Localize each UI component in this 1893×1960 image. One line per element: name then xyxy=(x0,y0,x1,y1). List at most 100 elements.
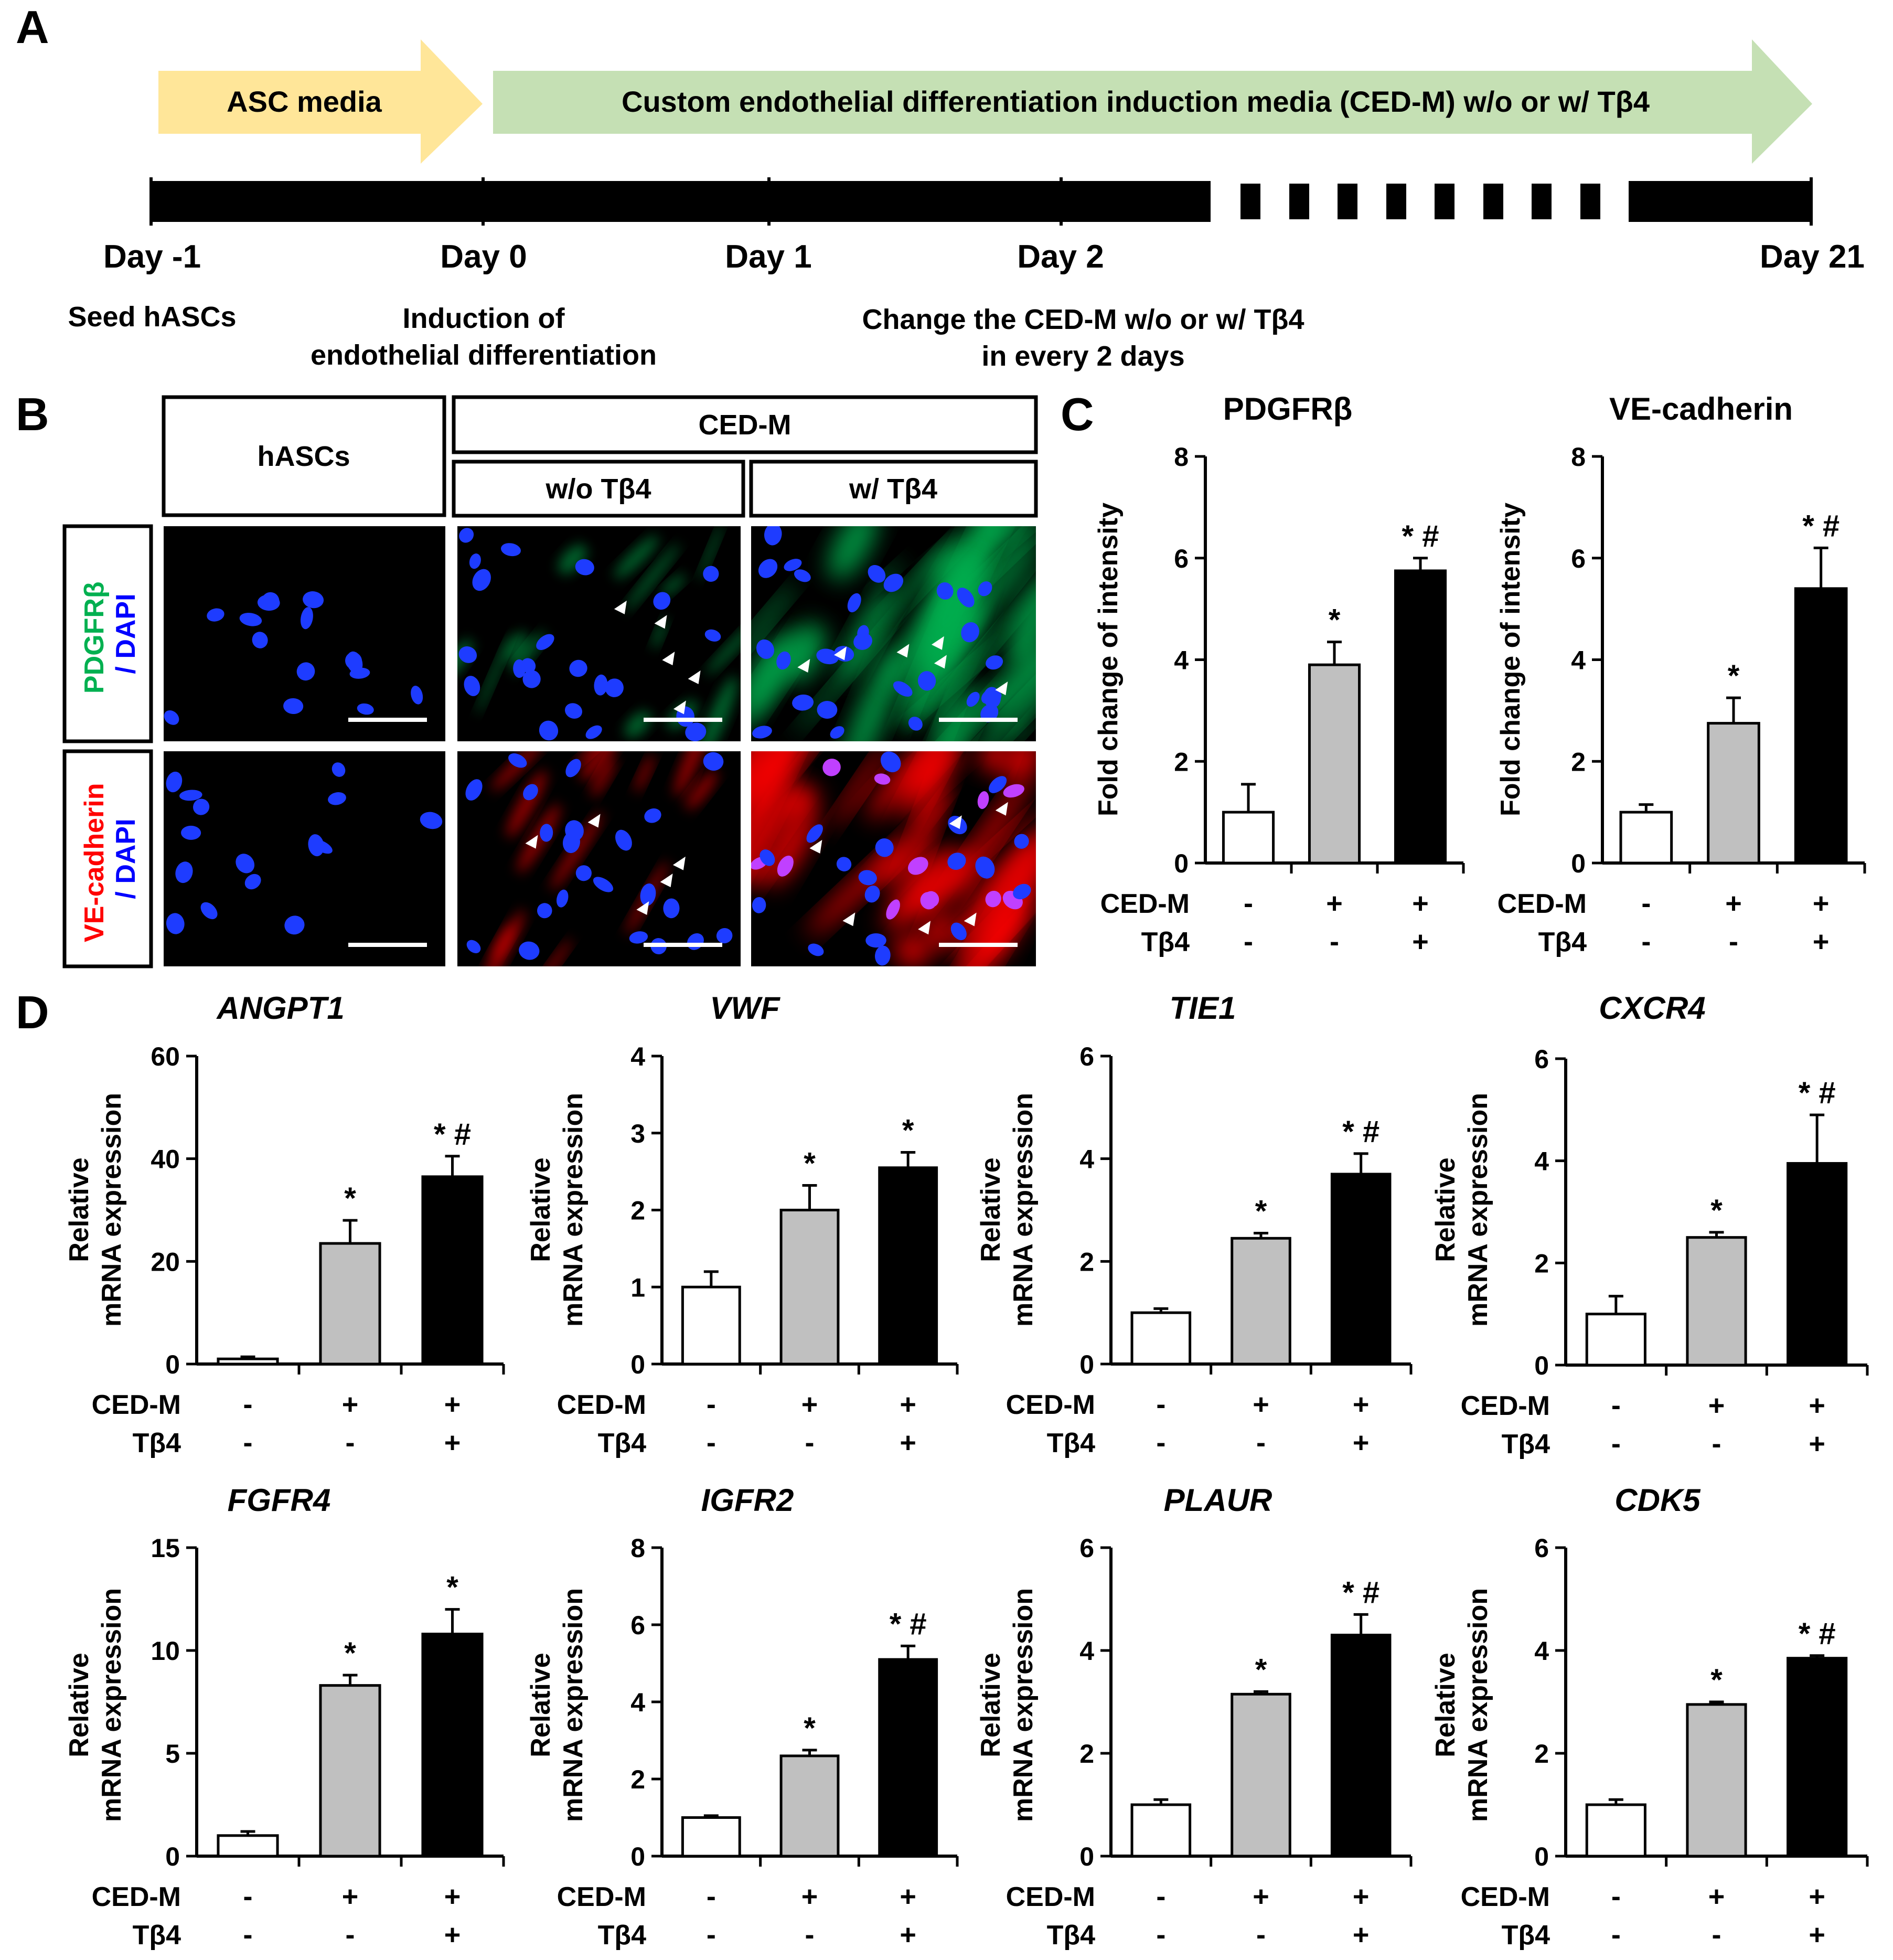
cedm-sign: + xyxy=(1809,1881,1825,1912)
induction-note-line1: Induction of xyxy=(403,303,565,334)
y-axis-label: RelativemRNA expression xyxy=(976,1093,1039,1327)
bar xyxy=(1130,1803,1192,1858)
micrograph xyxy=(751,751,1036,966)
y-tick-label: 0 xyxy=(165,1842,180,1871)
significance-marker: * xyxy=(1710,1194,1723,1228)
cedm-row-label: CED-M xyxy=(557,1390,646,1420)
y-tick-label: 5 xyxy=(165,1739,180,1769)
y-tick-label: 6 xyxy=(1571,544,1586,573)
tb4-sign: + xyxy=(444,1919,461,1951)
significance-marker: * # xyxy=(1342,1115,1379,1149)
bar xyxy=(681,1285,741,1366)
y-tick-label: 2 xyxy=(630,1196,645,1226)
tb4-row-label: Tβ4 xyxy=(1502,1920,1550,1951)
significance-marker: * xyxy=(446,1571,458,1605)
significance-marker: * xyxy=(344,1636,356,1670)
row1-marker: PDGFRβ xyxy=(79,581,110,694)
y-tick-label: 1 xyxy=(630,1273,645,1302)
cedm-sign: - xyxy=(1611,1390,1621,1421)
significance-marker: * xyxy=(1728,659,1740,693)
y-axis-label-line: Relative xyxy=(64,1653,94,1757)
significance-marker: * xyxy=(1255,1195,1267,1229)
cedm-row-label: CED-M xyxy=(557,1882,646,1912)
tb4-sign: - xyxy=(243,1919,253,1951)
y-tick-label: 0 xyxy=(1079,1842,1094,1871)
header-wo-tb4: w/o Tβ4 xyxy=(546,473,651,505)
bar xyxy=(1394,569,1447,865)
cedm-row-label: CED-M xyxy=(1006,1882,1095,1912)
tb4-sign: + xyxy=(1809,1919,1825,1951)
micrograph xyxy=(164,526,445,741)
y-axis-label: RelativemRNA expression xyxy=(976,1588,1039,1822)
y-tick-label: 0 xyxy=(1534,1842,1549,1871)
cedm-sign: + xyxy=(900,1389,916,1420)
row1-label: PDGFRβ / DAPI xyxy=(79,574,141,694)
y-tick-label: 8 xyxy=(630,1533,645,1563)
y-axis-label-line: Relative xyxy=(976,1653,1006,1757)
y-axis-label-line: mRNA expression xyxy=(558,1588,589,1822)
cedm-sign: - xyxy=(1156,1389,1165,1420)
bar xyxy=(1686,1236,1747,1367)
panel-a: A ASC media Custom endothelial different… xyxy=(16,1,1865,372)
panel-b-letter: B xyxy=(16,388,49,440)
tb4-sign: + xyxy=(1412,926,1429,957)
significance-marker: * # xyxy=(1802,509,1839,543)
tb4-sign: - xyxy=(707,1919,716,1951)
tb4-sign: - xyxy=(1712,1919,1721,1951)
day-label: Day 1 xyxy=(725,239,811,275)
chart-title: ANGPT1 xyxy=(216,990,344,1026)
chart-d-plaur: PLAUR RelativemRNA expression 0 2 4 6 - - * + - * #… xyxy=(976,1483,1413,1951)
chart-title: CXCR4 xyxy=(1599,990,1705,1026)
tb4-sign: + xyxy=(1809,1428,1825,1460)
row2-dapi: / DAPI xyxy=(111,818,141,899)
bar xyxy=(1585,1803,1646,1858)
tb4-sign: + xyxy=(444,1427,461,1458)
bar xyxy=(1585,1313,1646,1367)
y-tick-label: 6 xyxy=(1079,1042,1094,1071)
chart-title: PDGFRβ xyxy=(1223,391,1353,427)
y-tick-label: 6 xyxy=(1534,1045,1549,1074)
seed-note: Seed hASCs xyxy=(68,301,236,333)
y-axis-label-line: Relative xyxy=(1430,1157,1461,1262)
micrograph xyxy=(751,526,1036,741)
panel-c-letter: C xyxy=(1061,388,1094,440)
micrograph xyxy=(457,751,741,966)
cedm-sign: + xyxy=(1725,888,1742,919)
tb4-sign: - xyxy=(1611,1428,1621,1460)
cedm-sign: + xyxy=(444,1389,461,1420)
tb4-sign: + xyxy=(1353,1427,1370,1458)
header-hascs: hASCs xyxy=(257,441,350,472)
cedm-row-label: CED-M xyxy=(1461,1391,1550,1421)
y-axis-label: RelativemRNA expression xyxy=(526,1093,589,1327)
tb4-sign: - xyxy=(1256,1919,1266,1951)
y-tick-label: 8 xyxy=(1174,442,1189,472)
y-tick-label: 15 xyxy=(151,1533,180,1563)
chart-d-igfr2: IGFR2 RelativemRNA expression 0 2 4 6 8 - - * + - * … xyxy=(526,1483,959,1951)
tb4-row-label: Tβ4 xyxy=(598,1428,647,1458)
y-tick-label: 2 xyxy=(1174,747,1189,776)
y-tick-label: 4 xyxy=(1571,646,1586,675)
y-tick-label: 0 xyxy=(165,1350,180,1379)
row1-label-box xyxy=(62,524,153,743)
cedm-sign: - xyxy=(707,1389,716,1420)
y-axis-label-line: mRNA expression xyxy=(1463,1588,1493,1822)
y-tick-label: 4 xyxy=(1079,1145,1094,1174)
bar xyxy=(217,1834,279,1858)
tb4-row-label: Tβ4 xyxy=(133,1428,181,1458)
y-tick-label: 0 xyxy=(1174,849,1189,878)
row2-label-box xyxy=(62,749,153,968)
y-axis-label: Fold change of intensity xyxy=(1093,503,1124,816)
y-tick-label: 3 xyxy=(630,1119,645,1148)
micrograph xyxy=(164,751,445,966)
cedm-sign: - xyxy=(707,1881,716,1912)
panel-b: B hASCs CED-M w/o Tβ4 w/ Tβ4 PDGFRβ / DA… xyxy=(16,388,1038,968)
bar xyxy=(1231,1692,1291,1858)
cedm-row-label: CED-M xyxy=(1461,1882,1550,1912)
bar xyxy=(319,1684,381,1858)
cedm-sign: + xyxy=(801,1389,818,1420)
y-tick-label: 10 xyxy=(151,1636,180,1666)
cedm-row-label: CED-M xyxy=(92,1390,181,1420)
y-axis-label: RelativemRNA expression xyxy=(64,1588,127,1822)
tb4-sign: - xyxy=(1244,926,1253,957)
y-tick-label: 0 xyxy=(630,1842,645,1871)
